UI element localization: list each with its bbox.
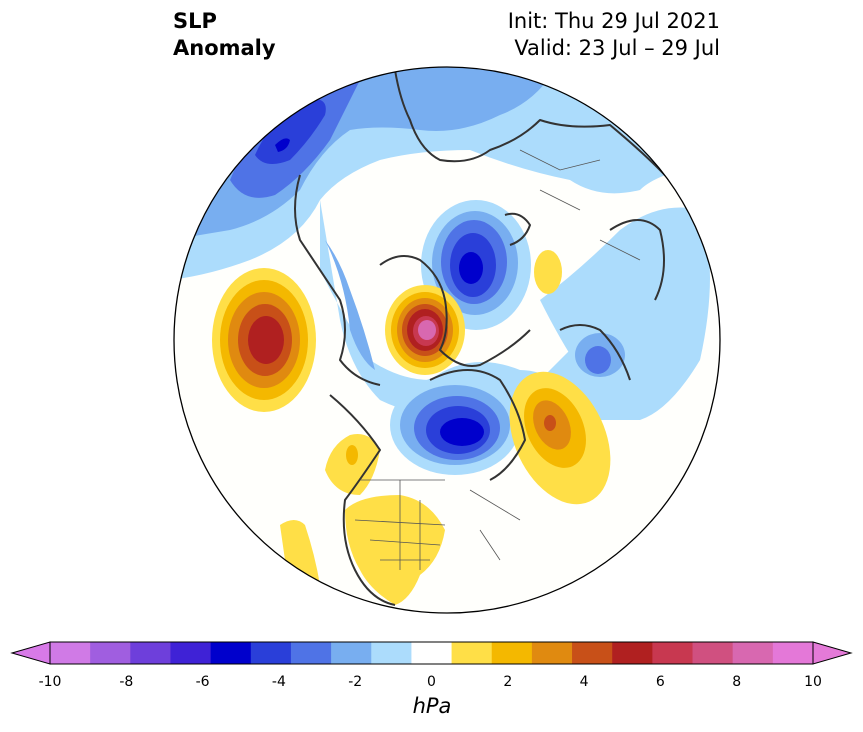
colorbar-swatch bbox=[371, 642, 412, 664]
colorbar-tick-label: 10 bbox=[804, 674, 822, 690]
colorbar-swatch bbox=[250, 642, 292, 664]
colorbar-swatch bbox=[692, 642, 734, 664]
colorbar-units: hPa bbox=[412, 694, 452, 718]
colorbar-swatch bbox=[331, 642, 372, 664]
high-beaufort-7 bbox=[418, 320, 436, 340]
high-pacific-south bbox=[280, 520, 320, 585]
colorbar-tick-label: 8 bbox=[732, 674, 742, 690]
map-title: SLP Anomaly bbox=[173, 8, 276, 62]
neg-region-4 bbox=[255, 99, 326, 164]
colorbar-tick-label: -8 bbox=[119, 674, 134, 690]
colorbar-swatch bbox=[50, 642, 91, 664]
colorbar-tick-label: 2 bbox=[503, 674, 513, 690]
colorbar-tick-label: 4 bbox=[579, 674, 589, 690]
pacific-blue-tongue bbox=[320, 200, 648, 420]
title-line-2: Anomaly bbox=[173, 36, 276, 60]
colorbar-swatch bbox=[90, 642, 131, 664]
colorbar-swatch bbox=[170, 642, 212, 664]
high-pacific-5 bbox=[248, 316, 284, 364]
colorbar-over-arrow bbox=[812, 641, 853, 665]
colorbar-swatch bbox=[491, 642, 533, 664]
init-date: Init: Thu 29 Jul 2021 bbox=[507, 9, 720, 33]
colorbar-swatch bbox=[130, 642, 171, 664]
coastlines bbox=[294, 69, 691, 606]
high-na-west-2 bbox=[346, 445, 358, 465]
colorbar-swatch bbox=[652, 642, 694, 664]
colorbar-swatch bbox=[411, 642, 453, 664]
map-boundary bbox=[173, 66, 721, 614]
colorbar-swatch bbox=[572, 642, 613, 664]
neg-region-5 bbox=[275, 138, 290, 152]
low-siberia-5 bbox=[459, 252, 483, 284]
pacific-blue-inner bbox=[325, 240, 375, 370]
colorbar-swatch bbox=[290, 642, 332, 664]
date-info: Init: Thu 29 Jul 2021 Valid: 23 Jul – 29… bbox=[508, 8, 720, 62]
colorbar bbox=[10, 641, 853, 665]
colorbar-tick-label: -6 bbox=[195, 674, 210, 690]
valid-range: Valid: 23 Jul – 29 Jul bbox=[514, 36, 720, 60]
colorbar-tick-label: -4 bbox=[271, 674, 286, 690]
colorbar-swatch bbox=[612, 642, 653, 664]
europe-blue-3 bbox=[585, 346, 611, 374]
borders bbox=[354, 149, 641, 570]
colorbar-swatch bbox=[451, 642, 493, 664]
colorbar-swatch bbox=[772, 642, 814, 664]
colorbar-under-arrow bbox=[10, 641, 51, 665]
colorbar-tick-label: 6 bbox=[655, 674, 665, 690]
anomaly-field bbox=[174, 67, 720, 613]
colorbar-frame bbox=[49, 641, 814, 665]
colorbar-swatch bbox=[732, 642, 774, 664]
colorbar-tick-label: 0 bbox=[427, 674, 436, 690]
polar-map bbox=[173, 66, 721, 614]
colorbar-swatch bbox=[531, 642, 573, 664]
colorbar-tick-label: -2 bbox=[348, 674, 363, 690]
colorbar-tick-label: -10 bbox=[38, 674, 62, 690]
high-europe bbox=[534, 250, 562, 294]
title-line-1: SLP bbox=[173, 9, 217, 33]
low-arctic-5 bbox=[440, 418, 484, 446]
colorbar-swatch bbox=[210, 642, 252, 664]
high-atlantic-4 bbox=[544, 415, 556, 431]
